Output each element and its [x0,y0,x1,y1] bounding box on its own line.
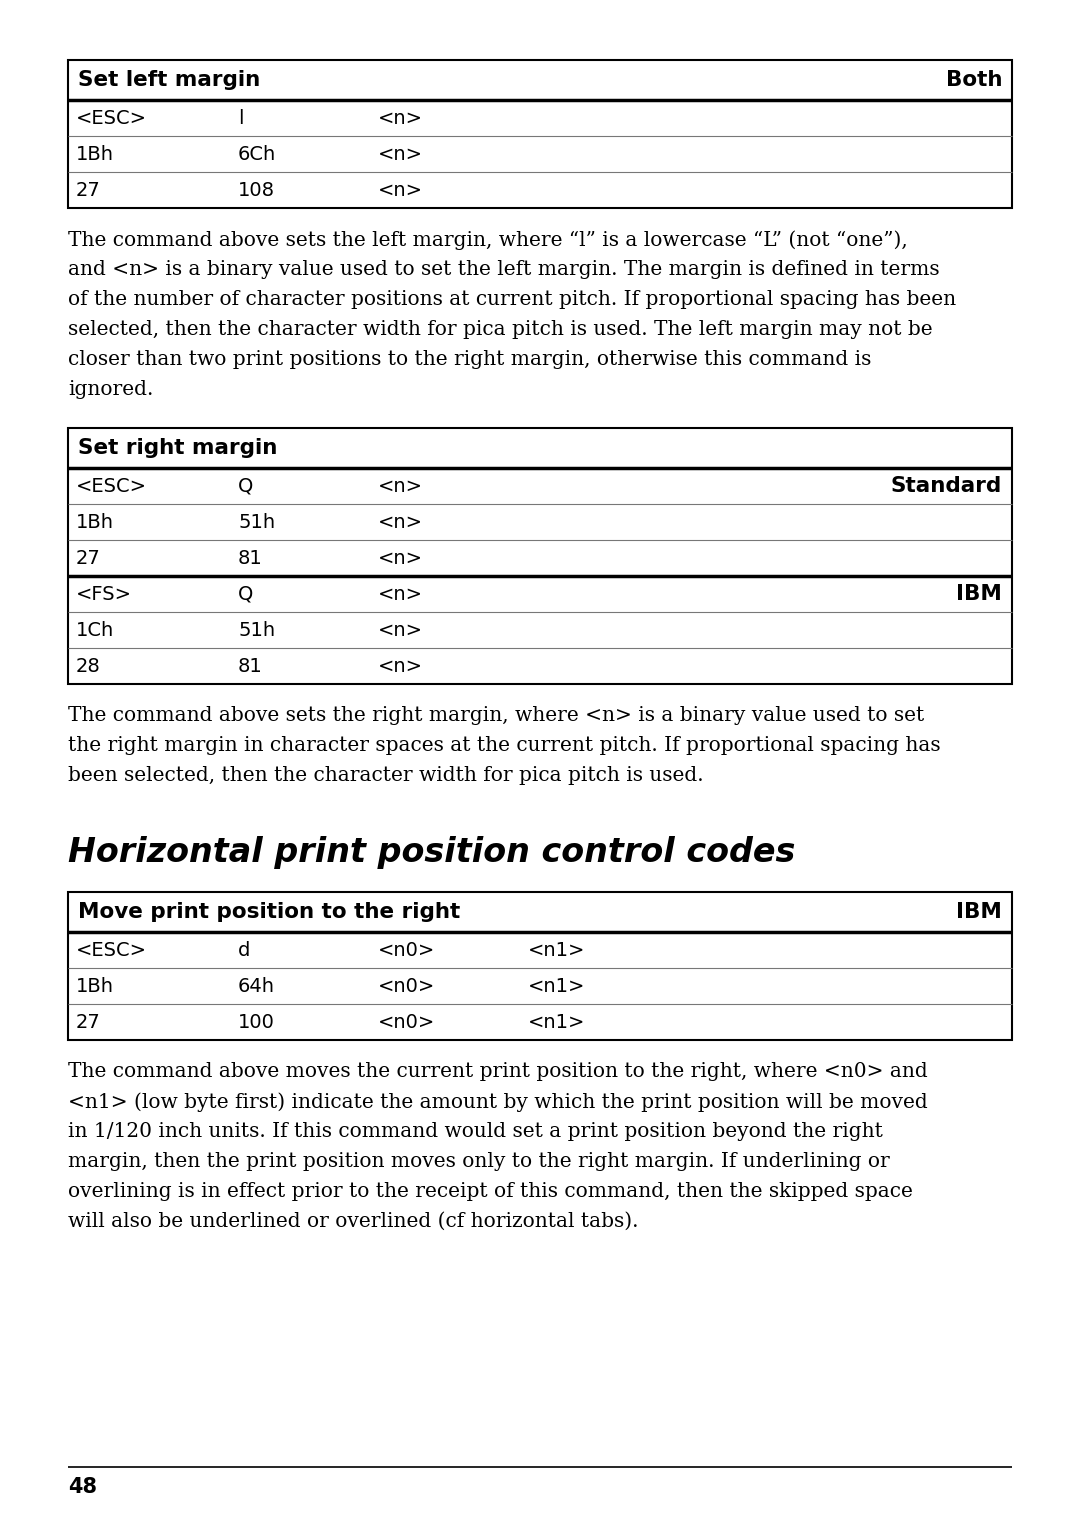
Text: <n>: <n> [378,621,423,639]
Text: 1Bh: 1Bh [76,977,114,995]
Text: IBM: IBM [956,902,1002,922]
Text: 6Ch: 6Ch [238,145,276,164]
Text: 81: 81 [238,549,262,567]
Text: <n>: <n> [378,656,423,676]
Text: <n>: <n> [378,549,423,567]
Text: will also be underlined or overlined (cf horizontal tabs).: will also be underlined or overlined (cf… [68,1212,638,1231]
Text: closer than two print positions to the right margin, otherwise this command is: closer than two print positions to the r… [68,350,872,368]
Text: 27: 27 [76,1012,100,1032]
Text: <ESC>: <ESC> [76,940,147,960]
Text: <ESC>: <ESC> [76,477,147,495]
Text: 51h: 51h [238,512,275,532]
Text: The command above sets the left margin, where “l” is a lowercase “L” (not “one”): The command above sets the left margin, … [68,229,908,249]
Text: Standard: Standard [891,476,1002,495]
Text: of the number of character positions at current pitch. If proportional spacing h: of the number of character positions at … [68,291,956,309]
Text: The command above moves the current print position to the right, where <n0> and: The command above moves the current prin… [68,1063,928,1081]
Text: Q: Q [238,477,254,495]
Text: <FS>: <FS> [76,584,132,604]
Text: 1Bh: 1Bh [76,145,114,164]
Bar [68,60,1012,208]
Text: 48: 48 [68,1477,97,1497]
Text: <n>: <n> [378,477,423,495]
Text: 1Ch: 1Ch [76,621,114,639]
Bar [68,428,1012,683]
Text: selected, then the character width for pica pitch is used. The left margin may n: selected, then the character width for p… [68,320,933,339]
Text: and <n> is a binary value used to set the left margin. The margin is defined in : and <n> is a binary value used to set th… [68,260,940,278]
Text: The command above sets the right margin, where <n> is a binary value used to set: The command above sets the right margin,… [68,706,924,725]
Text: <n0>: <n0> [378,977,435,995]
Text: margin, then the print position moves only to the right margin. If underlining o: margin, then the print position moves on… [68,1151,890,1171]
Text: Q: Q [238,584,254,604]
Text: <n>: <n> [378,109,423,127]
Text: 1Bh: 1Bh [76,512,114,532]
Text: been selected, then the character width for pica pitch is used.: been selected, then the character width … [68,766,704,784]
Text: <n1>: <n1> [528,940,585,960]
Text: 81: 81 [238,656,262,676]
Text: overlining is in effect prior to the receipt of this command, then the skipped s: overlining is in effect prior to the rec… [68,1182,913,1200]
Text: Move print position to the right: Move print position to the right [78,902,460,922]
Text: <n>: <n> [378,512,423,532]
Text: <n0>: <n0> [378,940,435,960]
Text: Horizontal print position control codes: Horizontal print position control codes [68,836,795,868]
Text: 51h: 51h [238,621,275,639]
Text: 27: 27 [76,549,100,567]
Bar [68,891,1012,1040]
Text: <n>: <n> [378,180,423,199]
Text: 108: 108 [238,180,275,199]
Text: Set left margin: Set left margin [78,70,260,90]
Text: Both: Both [945,70,1002,90]
Text: d: d [238,940,251,960]
Text: <ESC>: <ESC> [76,109,147,127]
Text: 64h: 64h [238,977,275,995]
Text: 100: 100 [238,1012,275,1032]
Text: the right margin in character spaces at the current pitch. If proportional spaci: the right margin in character spaces at … [68,735,941,755]
Text: l: l [238,109,243,127]
Text: in 1/120 inch units. If this command would set a print position beyond the right: in 1/120 inch units. If this command wou… [68,1122,882,1141]
Text: <n1>: <n1> [528,1012,585,1032]
Text: Set right margin: Set right margin [78,437,278,459]
Text: 28: 28 [76,656,100,676]
Text: IBM: IBM [956,584,1002,604]
Text: <n1>: <n1> [528,977,585,995]
Text: ignored.: ignored. [68,381,153,399]
Text: <n0>: <n0> [378,1012,435,1032]
Text: <n1> (low byte first) indicate the amount by which the print position will be mo: <n1> (low byte first) indicate the amoun… [68,1092,928,1112]
Text: <n>: <n> [378,584,423,604]
Text: <n>: <n> [378,145,423,164]
Text: 27: 27 [76,180,100,199]
